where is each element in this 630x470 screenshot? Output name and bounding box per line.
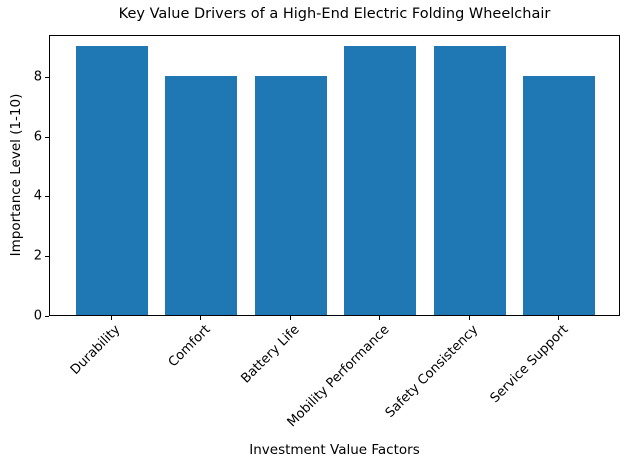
y-tick-mark: [45, 316, 49, 317]
x-tick-label: Safety Consistency: [383, 322, 482, 421]
x-tick-mark: [558, 316, 560, 320]
bar-service-support: [523, 75, 596, 315]
x-tick-label: Durability: [68, 322, 124, 378]
x-tick-label: Comfort: [165, 322, 214, 371]
bar-mobility-performance: [344, 45, 417, 315]
plot-area: [49, 35, 620, 316]
x-tick-label: Battery Life: [238, 322, 303, 387]
y-tick-label: 6: [33, 129, 42, 145]
chart-title: Key Value Drivers of a High-End Electric…: [118, 6, 551, 22]
x-tick-mark: [200, 316, 202, 320]
y-tick-label: 8: [33, 69, 42, 85]
y-tick-label: 0: [33, 308, 42, 324]
y-tick-label: 2: [33, 248, 42, 264]
x-tick-label: Mobility Performance: [284, 322, 393, 431]
bar-comfort: [165, 75, 238, 315]
bar-battery-life: [254, 75, 327, 315]
x-tick-mark: [379, 316, 381, 320]
x-tick-mark: [289, 316, 291, 320]
y-tick-mark: [45, 196, 49, 198]
x-axis-label: Investment Value Factors: [249, 442, 420, 458]
y-tick-mark: [45, 256, 49, 258]
y-axis-label: Importance Level (1-10): [8, 93, 24, 257]
y-tick-mark: [45, 136, 49, 138]
bar-durability: [75, 45, 148, 315]
x-tick-mark: [468, 316, 470, 320]
x-tick-label: Service Support: [487, 322, 572, 407]
bar-safety-consistency: [433, 45, 506, 315]
y-tick-mark: [45, 76, 49, 78]
x-tick-mark: [110, 316, 112, 320]
y-tick-label: 4: [33, 188, 42, 204]
